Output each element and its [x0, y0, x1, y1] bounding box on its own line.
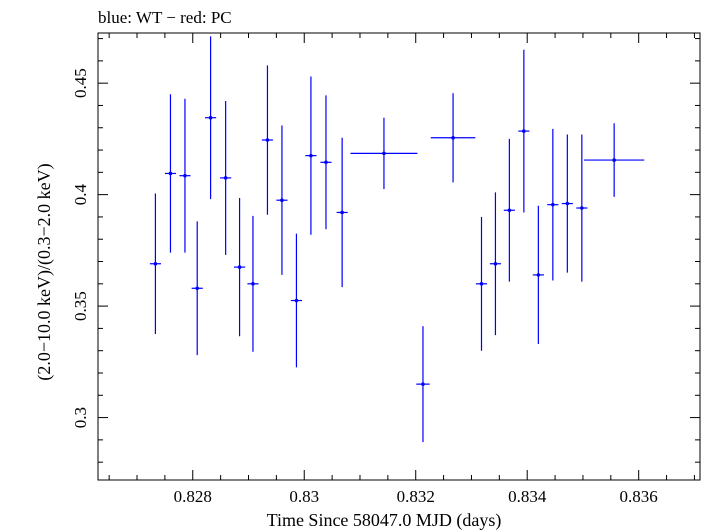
y-tick-label: 0.4 [71, 184, 90, 206]
data-series [149, 36, 645, 443]
data-point [561, 134, 573, 273]
data-marker [153, 261, 158, 266]
data-marker [237, 265, 242, 269]
data-point [205, 36, 217, 200]
data-marker [479, 282, 484, 286]
data-point [336, 137, 348, 288]
data-marker [451, 135, 455, 140]
data-point [220, 100, 232, 255]
plot-frame [97, 32, 701, 481]
data-marker [493, 261, 498, 266]
data-marker [280, 198, 284, 203]
data-marker [183, 173, 187, 178]
data-marker [168, 171, 173, 176]
data-point [489, 192, 502, 336]
x-axis-label: Time Since 58047.0 MJD (days) [267, 510, 502, 531]
data-marker [612, 158, 616, 162]
data-point [276, 125, 288, 275]
data-point [191, 221, 203, 356]
data-point [416, 326, 430, 443]
x-tick-label: 0.828 [174, 487, 212, 506]
data-point [576, 134, 588, 282]
data-marker [522, 129, 526, 133]
data-point [149, 193, 161, 334]
data-marker [382, 151, 386, 156]
data-marker [195, 286, 200, 291]
data-point [430, 93, 476, 183]
data-marker [507, 208, 512, 213]
data-point [320, 95, 332, 230]
data-marker [551, 202, 555, 207]
data-point [475, 216, 488, 351]
data-marker [565, 201, 570, 206]
data-point [290, 233, 303, 368]
data-point [584, 123, 645, 197]
data-point [350, 117, 418, 190]
data-marker [536, 273, 541, 277]
data-marker [340, 210, 344, 215]
y-tick-label: 0.45 [71, 68, 90, 98]
y-axis-label: (2.0−10.0 keV)/(0.3−2.0 keV) [34, 163, 55, 380]
x-tick-label: 0.836 [620, 487, 658, 506]
x-tick-label: 0.832 [397, 487, 435, 506]
data-marker [324, 160, 328, 165]
chart-title: blue: WT − red: PC [98, 8, 232, 27]
data-point [261, 65, 274, 215]
y-tick-label: 0.3 [71, 407, 90, 428]
data-marker [265, 138, 270, 142]
data-marker [251, 282, 255, 286]
data-marker [208, 115, 213, 120]
data-point [532, 205, 544, 345]
data-point [234, 197, 246, 337]
x-tick-label: 0.834 [508, 487, 547, 506]
data-marker [223, 176, 228, 180]
data-point [164, 94, 177, 253]
axis-ticks: 0.828 0.83 0.832 0.834 0.836 0.3 0.35 0.4 0.45 [71, 33, 700, 506]
data-marker [580, 206, 584, 210]
data-point [547, 128, 559, 281]
data-marker [294, 298, 299, 303]
y-tick-label: 0.35 [71, 291, 90, 321]
data-point [179, 98, 191, 253]
data-marker [309, 153, 313, 158]
data-point [503, 138, 515, 282]
data-marker [421, 382, 425, 386]
x-tick-label: 0.83 [289, 487, 319, 506]
data-point [247, 215, 259, 352]
data-point [518, 49, 530, 213]
data-point [305, 76, 317, 235]
